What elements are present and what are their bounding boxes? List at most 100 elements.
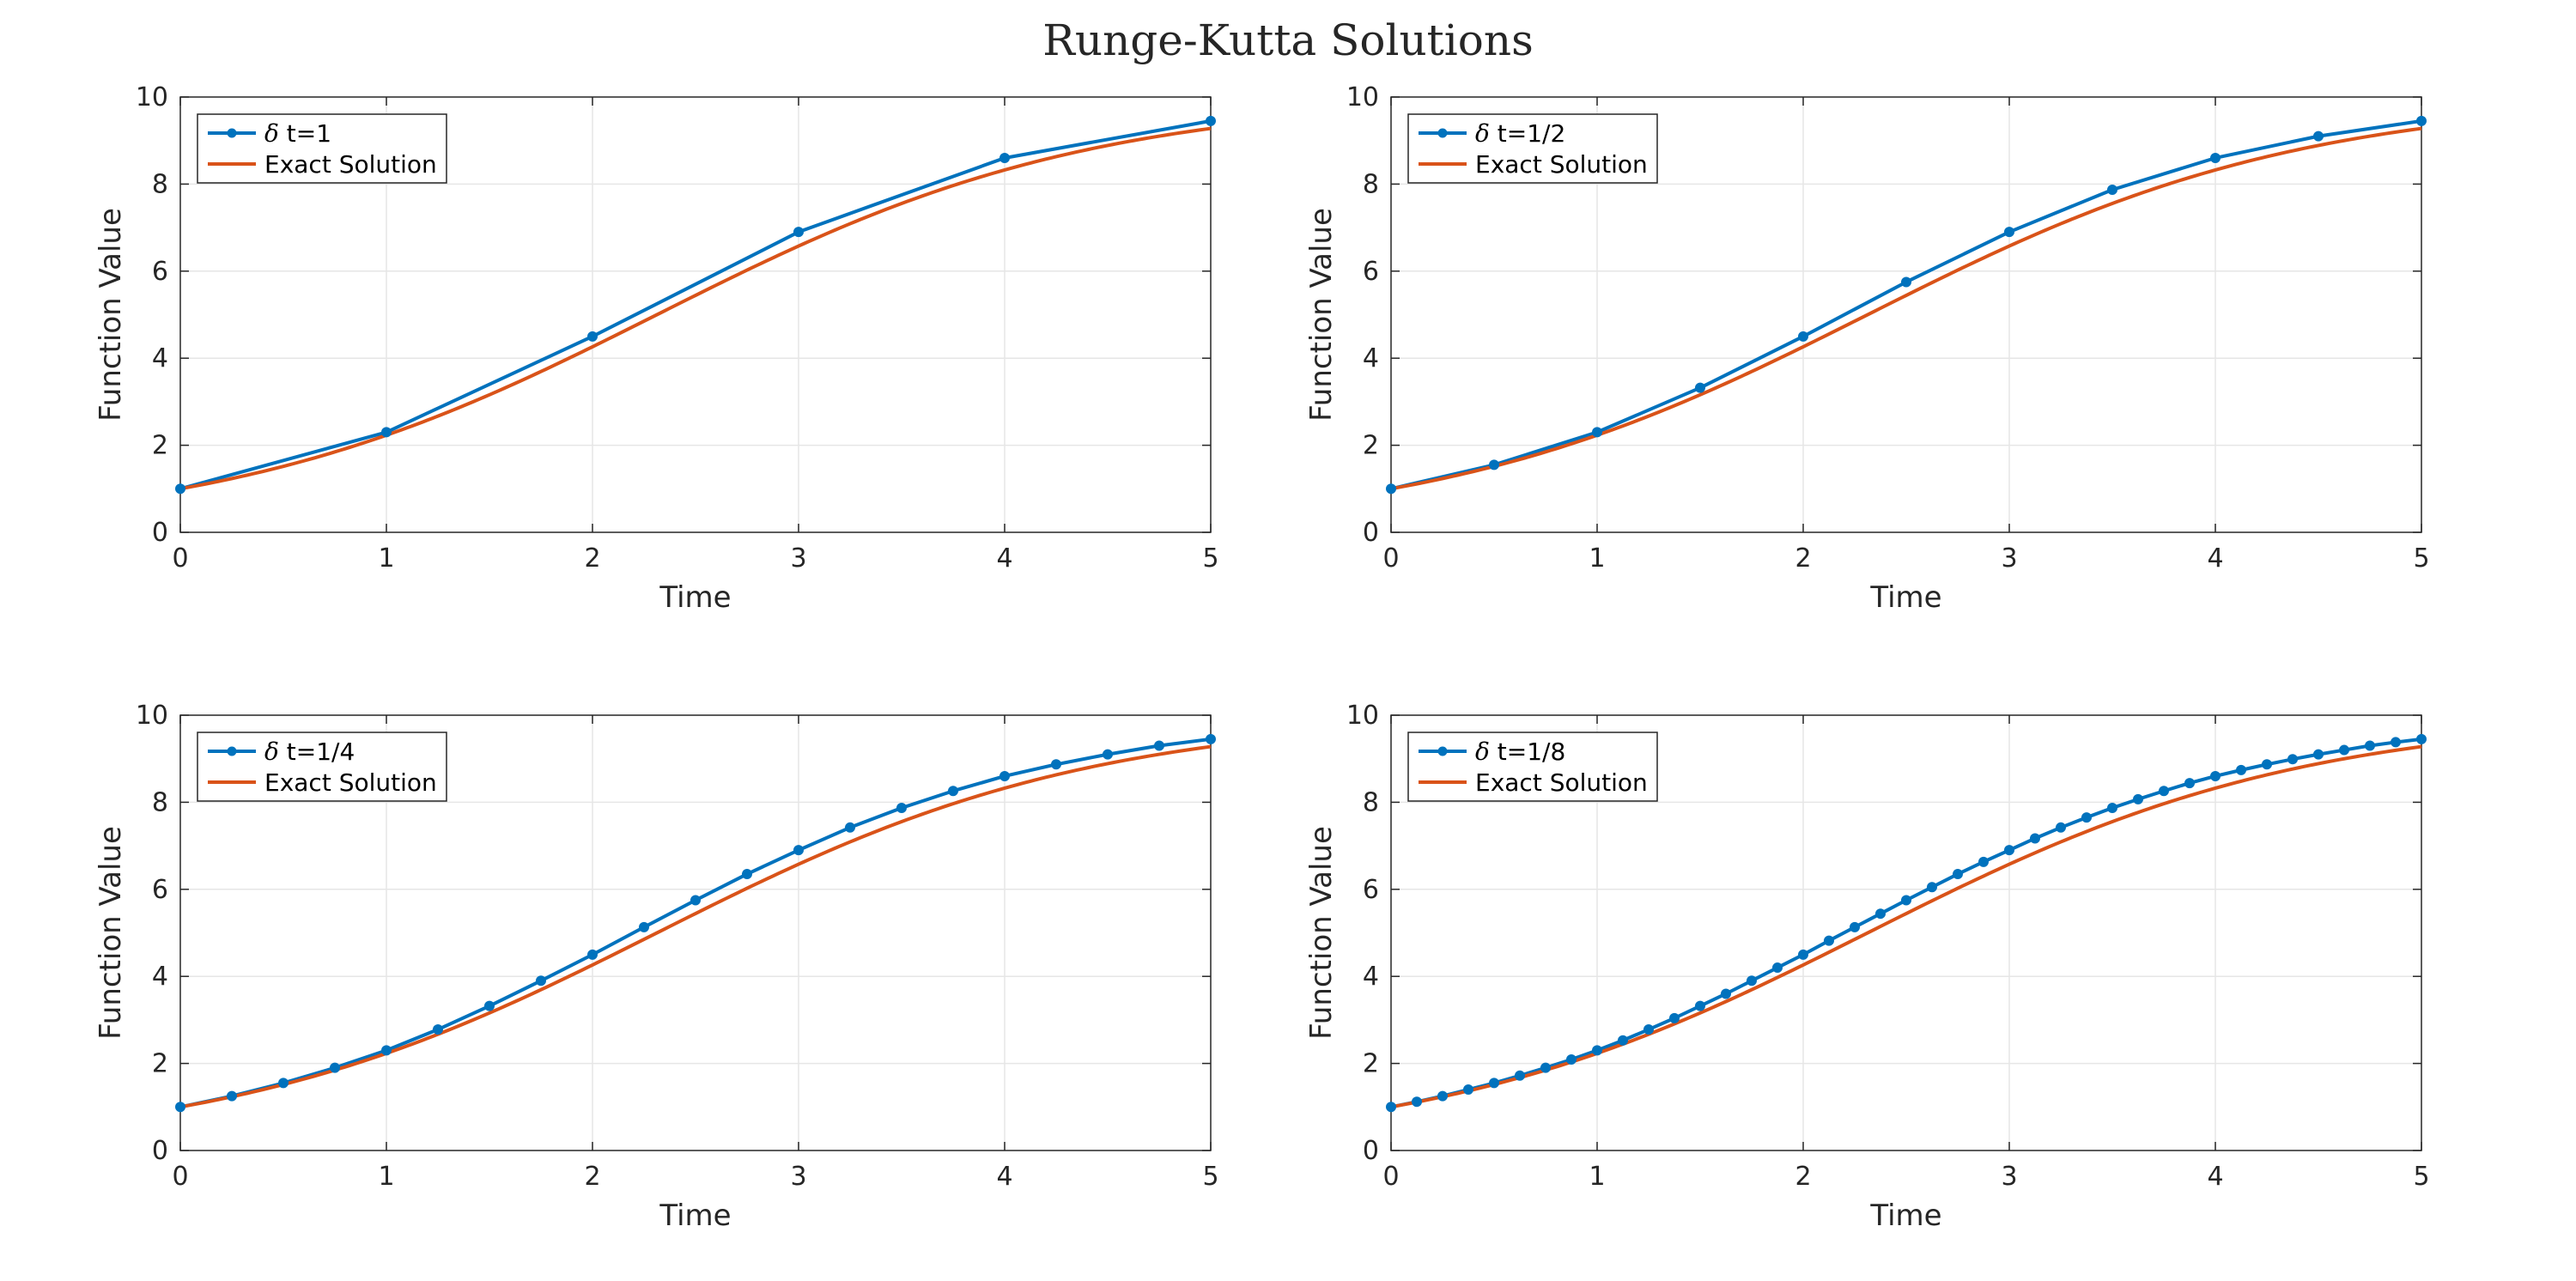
data-point (536, 975, 546, 987)
x-tick-label: 3 (790, 543, 806, 574)
data-point (2210, 152, 2221, 163)
data-point (2339, 744, 2349, 756)
data-point (2416, 733, 2427, 744)
data-point (1978, 856, 1989, 867)
data-point (1437, 1090, 1448, 1102)
data-point (1618, 1035, 1628, 1046)
legend-exact-label: Exact Solution (1475, 150, 1648, 179)
y-axis-label: Function Value (94, 826, 128, 1040)
data-point (1798, 949, 1808, 960)
y-tick-label: 0 (152, 1136, 168, 1166)
legend-box (1407, 113, 1658, 184)
y-tick-label: 8 (1363, 787, 1379, 817)
x-tick-label: 2 (1795, 1162, 1811, 1192)
data-point (2081, 812, 2092, 823)
x-tick-label: 5 (2413, 543, 2429, 574)
data-point (484, 1000, 495, 1011)
y-tick-label: 10 (136, 82, 168, 112)
x-tick-label: 0 (1382, 543, 1399, 574)
axes-box (1390, 714, 2422, 1151)
legend-approx-marker (1437, 746, 1448, 756)
legend-step-text: t=1/4 (279, 738, 355, 766)
y-tick-label: 2 (1363, 1049, 1379, 1079)
x-tick-label: 5 (1202, 1162, 1218, 1192)
data-point (1592, 427, 1602, 438)
x-tick-label: 0 (172, 1162, 188, 1192)
x-axis-label: Time (659, 1199, 731, 1233)
data-point (2365, 740, 2375, 751)
data-point (1540, 1062, 1551, 1073)
data-point (2159, 786, 2169, 797)
data-point (1489, 459, 1499, 471)
y-tick-label: 2 (152, 1049, 168, 1079)
data-point (1901, 895, 1911, 906)
axes-box (179, 714, 1212, 1151)
legend-exact-label: Exact Solution (264, 768, 437, 797)
y-tick-label: 6 (152, 875, 168, 905)
data-point (1953, 869, 1963, 880)
legend-approx-marker (227, 746, 237, 756)
y-tick-label: 10 (1346, 701, 1379, 731)
legend-delta-symbol: δ (264, 738, 279, 766)
x-tick-label: 2 (584, 543, 600, 574)
data-point (587, 949, 598, 960)
data-point (1386, 1102, 1396, 1113)
y-tick-label: 2 (152, 431, 168, 461)
x-tick-label: 0 (1382, 1162, 1399, 1192)
series-exact-line (179, 744, 1212, 1109)
y-tick-label: 0 (1363, 1136, 1379, 1166)
data-point (330, 1062, 340, 1073)
y-tick-label: 2 (1363, 431, 1379, 461)
data-point (2004, 845, 2014, 856)
legend-approx-label: δ t=1/2 (1475, 119, 1565, 148)
y-tick-label: 10 (136, 701, 168, 731)
data-point (1927, 882, 1937, 893)
x-tick-label: 4 (996, 1162, 1012, 1192)
x-tick-label: 1 (1589, 543, 1605, 574)
data-point (1772, 962, 1783, 974)
legend-approx-marker (1437, 128, 1448, 138)
data-point (2107, 184, 2117, 195)
y-tick-label: 4 (152, 962, 168, 992)
data-point (175, 483, 185, 495)
legend-approx-label: δ t=1/4 (264, 738, 355, 766)
series-exact-line (1390, 744, 2422, 1109)
x-axis-label: Time (1869, 580, 1941, 615)
x-tick-label: 4 (996, 543, 1012, 574)
data-point (227, 1090, 237, 1102)
data-point (1386, 483, 1396, 495)
y-tick-label: 8 (152, 787, 168, 817)
y-axis-label: Function Value (1304, 208, 1339, 422)
legend-approx-marker (227, 128, 237, 138)
legend-delta-symbol: δ (1475, 119, 1490, 148)
data-point (2416, 115, 2427, 126)
legend-delta-symbol: δ (264, 119, 279, 148)
data-point (2107, 802, 2117, 813)
y-axis-label: Function Value (94, 208, 128, 422)
data-point (999, 152, 1010, 163)
data-point (381, 1045, 392, 1056)
data-point (1154, 740, 1164, 751)
data-point (2313, 749, 2324, 760)
x-axis-label: Time (659, 580, 731, 615)
data-point (742, 869, 752, 880)
y-axis-label: Function Value (1304, 826, 1339, 1040)
data-point (1643, 1024, 1654, 1035)
y-tick-label: 10 (1346, 82, 1379, 112)
data-point (2004, 227, 2014, 238)
data-point (896, 802, 907, 813)
data-point (1850, 921, 1860, 932)
data-point (381, 427, 392, 438)
legend-approx-label: δ t=1/8 (1475, 738, 1565, 766)
legend-box (1407, 732, 1658, 802)
data-point (1592, 1045, 1602, 1056)
y-tick-label: 8 (152, 169, 168, 199)
legend-box (197, 113, 447, 184)
data-point (2262, 759, 2272, 770)
legend-exact-label: Exact Solution (264, 150, 437, 179)
data-point (1566, 1054, 1577, 1065)
